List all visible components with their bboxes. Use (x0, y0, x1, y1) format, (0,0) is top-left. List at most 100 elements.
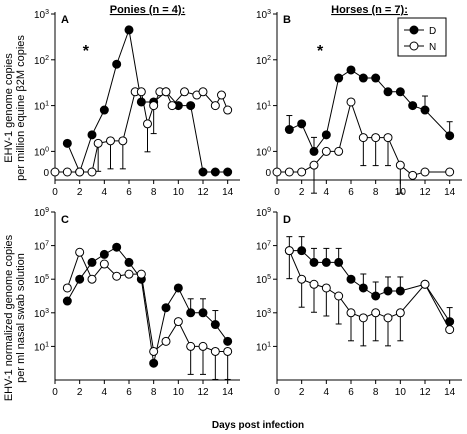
data-point (420, 105, 430, 115)
y-tick-label: 100 (256, 146, 271, 158)
data-point (383, 133, 393, 143)
x-tick-label: 14 (444, 187, 456, 198)
series-line (66, 250, 228, 353)
data-point (99, 105, 109, 115)
data-point (272, 167, 282, 177)
y-tick-label: 103 (34, 308, 49, 320)
y-tick-label: 103 (256, 308, 271, 320)
y-tick-label: 109 (34, 207, 49, 219)
data-point (87, 257, 97, 267)
x-tick-label: 12 (197, 387, 209, 398)
panel-label: D (283, 214, 291, 226)
data-point (420, 167, 430, 177)
x-tick-label: 6 (126, 187, 132, 198)
data-point (161, 303, 171, 313)
data-point (87, 274, 97, 284)
data-point (408, 170, 418, 180)
panel-title: Ponies (n = 4): (110, 4, 186, 16)
significance-star: * (83, 43, 90, 60)
data-point (210, 346, 220, 356)
data-point (186, 341, 196, 351)
data-point (395, 308, 405, 318)
data-point (106, 136, 115, 146)
x-tick-label: 4 (324, 187, 330, 198)
data-point (87, 130, 97, 140)
x-tick-label: 8 (373, 387, 379, 398)
x-tick-label: 10 (173, 387, 185, 398)
series-n (62, 247, 233, 380)
x-tick-label: 8 (151, 387, 157, 398)
data-point (223, 105, 233, 115)
x-tick-label: 0 (52, 387, 58, 398)
x-tick-label: 0 (274, 387, 280, 398)
x-tick-label: 2 (299, 387, 305, 398)
data-point (62, 138, 72, 148)
y-tick-label: 0 (43, 168, 49, 179)
data-point (167, 101, 177, 111)
data-point (136, 269, 146, 279)
data-point (395, 160, 405, 170)
panel-label: C (61, 214, 69, 226)
panel-d: 101 103 105 107 109 0 2 4 6 8 10 12 14 D (256, 207, 462, 398)
data-point (112, 271, 122, 281)
significance-star: * (317, 43, 324, 60)
data-point (149, 101, 159, 111)
data-point (75, 247, 85, 257)
data-point (420, 279, 430, 289)
legend-marker-n (409, 41, 419, 51)
data-point (309, 257, 319, 267)
y-tick-label: 101 (34, 341, 49, 353)
x-axis-label: Days post infection (212, 420, 304, 431)
data-point (309, 160, 319, 170)
panel-c: 101 103 105 107 109 0 2 4 6 8 10 12 14 C (34, 207, 240, 398)
y-tick-label: 101 (256, 101, 271, 113)
data-point (87, 167, 97, 177)
data-point (371, 308, 381, 318)
y-tick-label: 105 (34, 274, 49, 286)
data-point (334, 291, 344, 301)
legend-marker-d (409, 25, 419, 35)
y-tick-label: 0 (265, 168, 271, 179)
y-tick-label: 103 (256, 9, 271, 21)
data-point (358, 283, 368, 293)
data-point (186, 308, 196, 318)
data-point (358, 73, 368, 83)
data-point (334, 257, 344, 267)
x-tick-label: 4 (102, 387, 108, 398)
panel-label: A (61, 14, 69, 26)
data-point (223, 346, 233, 356)
data-point (309, 146, 319, 156)
y-tick-label: 102 (256, 55, 271, 67)
data-point (210, 167, 220, 177)
data-point (112, 59, 122, 69)
data-point (346, 97, 356, 107)
y-tick-label: 109 (256, 207, 271, 219)
data-point (198, 167, 208, 177)
data-point (223, 167, 233, 177)
data-point (62, 283, 72, 293)
x-tick-label: 14 (444, 387, 456, 398)
data-point (124, 25, 134, 35)
data-point (99, 259, 109, 269)
legend-label-d: D (429, 26, 436, 37)
x-tick-label: 14 (222, 387, 234, 398)
series-d (62, 242, 233, 368)
series-line (66, 27, 228, 174)
data-point (371, 291, 381, 301)
data-point (297, 246, 307, 256)
x-tick-label: 4 (324, 387, 330, 398)
data-point (284, 167, 294, 177)
y-axis-label-bottom: EHV-1 normalized genome copies per ml na… (3, 234, 27, 401)
y-tick-label: 105 (256, 274, 271, 286)
panel-label: B (283, 14, 291, 26)
data-point (50, 167, 60, 177)
data-point (284, 125, 294, 135)
y-axis-label-top: EHV-1 genome copies per million equine β… (3, 35, 27, 181)
x-tick-label: 12 (419, 187, 431, 198)
data-point (408, 101, 418, 111)
x-tick-label: 14 (222, 187, 234, 198)
x-tick-label: 6 (126, 387, 132, 398)
data-point (284, 246, 294, 256)
data-point (149, 346, 159, 356)
x-tick-label: 0 (274, 187, 280, 198)
